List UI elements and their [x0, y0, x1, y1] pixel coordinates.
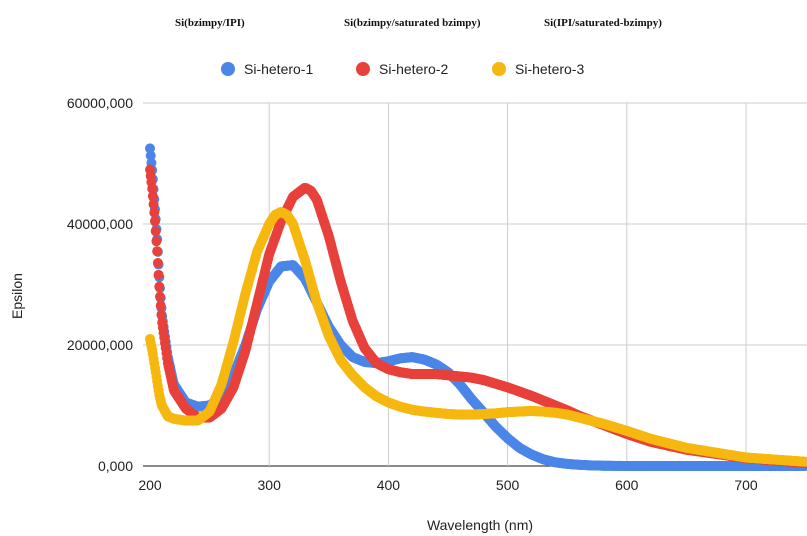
legend: Si-hetero-1 Si-hetero-2 Si-hetero-3 — [221, 61, 584, 77]
data-point — [148, 199, 159, 210]
x-tick-label: 200 — [138, 477, 162, 493]
legend-item-si-hetero-1[interactable]: Si-hetero-1 — [221, 61, 313, 77]
data-point — [151, 236, 162, 247]
data-point — [145, 150, 156, 161]
legend-label-si-hetero-1: Si-hetero-1 — [244, 61, 313, 77]
x-tick-label: 400 — [377, 477, 401, 493]
y-tick-label: 40000,000 — [67, 216, 133, 232]
data-point — [155, 291, 166, 302]
x-tick-label: 600 — [615, 477, 639, 493]
x-axis-title: Wavelength (nm) — [427, 517, 533, 533]
x-tick-label: 500 — [496, 477, 520, 493]
x-axis-ticks: 200 300 400 500 600 700 — [138, 477, 758, 493]
data-point — [147, 183, 158, 194]
legend-item-si-hetero-2[interactable]: Si-hetero-2 — [356, 61, 448, 77]
y-axis-title: Epsilon — [9, 273, 25, 319]
data-point — [154, 281, 165, 292]
chart-title-2: Si(bzimpy/saturated bzimpy) — [344, 17, 481, 29]
legend-marker-si-hetero-2 — [356, 62, 370, 76]
data-point — [150, 216, 161, 227]
data-point — [152, 246, 163, 257]
data-point — [150, 226, 161, 237]
data-point — [147, 191, 158, 202]
data-point — [152, 258, 163, 269]
chart-title-1: Si(bzimpy/IPI) — [175, 17, 245, 29]
y-tick-label: 60000,000 — [67, 95, 133, 111]
y-tick-label: 0,000 — [98, 458, 133, 474]
x-tick-label: 300 — [258, 477, 282, 493]
y-tick-label: 20000,000 — [67, 337, 133, 353]
data-point — [149, 207, 160, 218]
legend-marker-si-hetero-3 — [492, 62, 506, 76]
data-point — [153, 269, 164, 280]
plot-area — [145, 143, 807, 471]
data-point — [145, 143, 155, 154]
y-axis-ticks: 0,000 20000,000 40000,000 60000,000 — [67, 95, 133, 474]
chart-title-3: Si(IPI/saturated-bzimpy) — [544, 17, 662, 29]
legend-label-si-hetero-2: Si-hetero-2 — [379, 61, 448, 77]
legend-item-si-hetero-3[interactable]: Si-hetero-3 — [492, 61, 584, 77]
data-point — [156, 309, 167, 320]
legend-label-si-hetero-3: Si-hetero-3 — [515, 61, 584, 77]
chart-titles: Si(bzimpy/IPI) Si(bzimpy/saturated bzimp… — [175, 17, 662, 29]
series-si-hetero-3 — [145, 207, 807, 467]
data-point — [800, 456, 807, 467]
legend-marker-si-hetero-1 — [221, 62, 235, 76]
x-tick-label: 700 — [734, 477, 758, 493]
data-point — [155, 300, 166, 311]
